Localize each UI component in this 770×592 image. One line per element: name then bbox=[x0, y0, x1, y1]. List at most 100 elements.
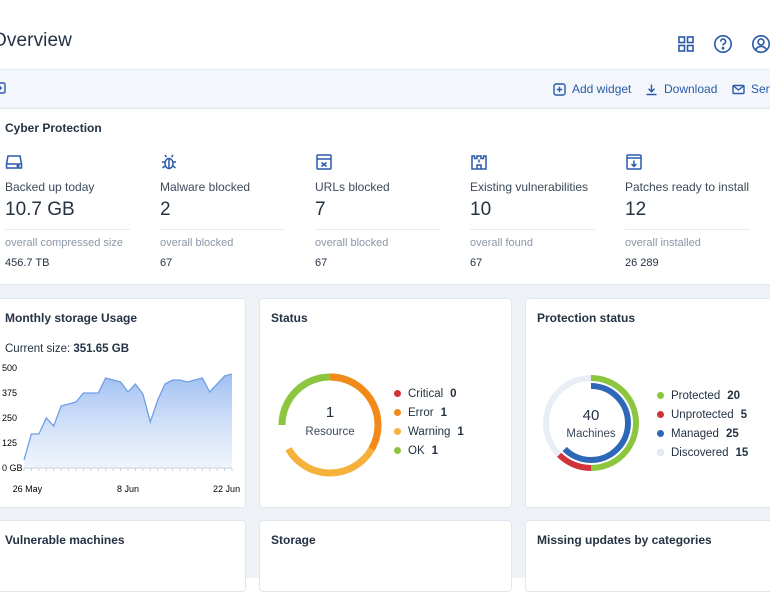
divider bbox=[470, 229, 595, 230]
legend-discovered: Discovered 15 bbox=[657, 443, 748, 462]
legend-value: 5 bbox=[740, 408, 748, 421]
legend-label: OK bbox=[408, 444, 425, 457]
send-label: Sen bbox=[751, 82, 770, 96]
missing-updates-title: Missing updates by categories bbox=[537, 533, 712, 547]
unprotected-dot bbox=[657, 411, 664, 418]
bug-icon bbox=[160, 153, 178, 171]
mail-icon bbox=[732, 84, 745, 94]
storage-area bbox=[24, 374, 232, 468]
page-title: Overview bbox=[0, 30, 72, 51]
urls-label: URLs blocked bbox=[315, 180, 390, 194]
protection-donut bbox=[543, 375, 639, 471]
add-widget-button[interactable]: Add widget bbox=[553, 80, 631, 98]
managed-dot bbox=[657, 430, 664, 437]
current-size-value: 351.65 GB bbox=[73, 343, 130, 355]
vulnerable-machines-title: Vulnerable machines bbox=[5, 533, 125, 547]
urls-value: 7 bbox=[315, 199, 326, 220]
backed-up-sub-label: overall compressed size bbox=[5, 237, 123, 249]
patches-sub-value: 26 289 bbox=[625, 257, 659, 269]
legend-label: Warning bbox=[408, 425, 451, 438]
help-icon[interactable] bbox=[713, 34, 733, 54]
storage-card bbox=[259, 520, 512, 592]
legend-critical: Critical 0 bbox=[394, 384, 464, 403]
malware-sub-label: overall blocked bbox=[160, 237, 234, 249]
account-icon[interactable] bbox=[751, 34, 770, 54]
legend-value: 20 bbox=[727, 389, 741, 402]
legend-value: 0 bbox=[450, 387, 457, 400]
protection-status-title: Protection status bbox=[537, 311, 636, 325]
add-icon bbox=[553, 82, 566, 96]
backed-up-label: Backed up today bbox=[5, 180, 95, 194]
protection-status-card bbox=[525, 298, 770, 508]
status-center-label: Resource bbox=[305, 426, 355, 438]
vulnerabilities-sub-value: 67 bbox=[470, 257, 483, 269]
legend-protected: Protected 20 bbox=[657, 386, 748, 405]
y-tick-label: 125 bbox=[2, 438, 17, 448]
storage-usage-title: Monthly storage Usage bbox=[5, 311, 138, 325]
send-button[interactable]: Sen bbox=[732, 80, 770, 98]
disk-icon bbox=[5, 153, 23, 171]
legend-error: Error 1 bbox=[394, 403, 464, 422]
y-tick-label: 375 bbox=[2, 388, 17, 398]
backed-up-sub-value: 456.7 TB bbox=[5, 257, 50, 269]
error-dot bbox=[394, 409, 401, 416]
browser-icon bbox=[315, 153, 333, 171]
x-tick-label: 26 May bbox=[13, 484, 43, 494]
unprotected-segment bbox=[543, 375, 639, 471]
legend-label: Critical bbox=[408, 387, 444, 400]
patches-label: Patches ready to install bbox=[625, 180, 750, 194]
legend-value: 1 bbox=[457, 425, 464, 438]
status-error-segment bbox=[278, 373, 382, 477]
cyber-protection-card bbox=[0, 108, 770, 285]
protected-dot bbox=[657, 392, 664, 399]
y-tick-label: 250 bbox=[2, 413, 17, 423]
vulnerabilities-label: Existing vulnerabilities bbox=[470, 180, 589, 194]
divider bbox=[315, 229, 440, 230]
x-tick-label: 8 Jun bbox=[117, 484, 139, 494]
download-icon bbox=[646, 84, 657, 95]
legend-label: Discovered bbox=[671, 446, 729, 459]
current-size-label: Current size: bbox=[5, 343, 74, 355]
warning-dot bbox=[394, 428, 401, 435]
backed-up-value: 10.7 GB bbox=[5, 199, 75, 220]
vulnerabilities-value: 10 bbox=[470, 199, 492, 220]
malware-sub-value: 67 bbox=[160, 257, 173, 269]
status-title: Status bbox=[271, 311, 308, 325]
vulnerabilities-sub-label: overall found bbox=[470, 237, 533, 249]
divider bbox=[5, 229, 130, 230]
malware-label: Malware blocked bbox=[160, 180, 251, 194]
legend-value: 1 bbox=[431, 444, 439, 457]
managed-segment bbox=[551, 383, 631, 463]
status-donut bbox=[278, 373, 382, 477]
legend-label: Error bbox=[408, 406, 434, 419]
malware-value: 2 bbox=[160, 199, 171, 220]
divider bbox=[625, 229, 750, 230]
legend-unprotected: Unprotected 5 bbox=[657, 405, 748, 424]
legend-value: 1 bbox=[440, 406, 447, 419]
protection-legend: Protected 20 Unprotected 5 Managed 25 Disco… bbox=[657, 386, 748, 462]
legend-ok: OK 1 bbox=[394, 441, 464, 460]
urls-sub-label: overall blocked bbox=[315, 237, 389, 249]
download-button[interactable]: Download bbox=[645, 80, 717, 98]
cyber-protection-title: Cyber Protection bbox=[5, 121, 102, 135]
legend-value: 25 bbox=[725, 427, 739, 440]
edit-icon[interactable] bbox=[0, 81, 6, 94]
legend-managed: Managed 25 bbox=[657, 424, 748, 443]
castle-icon bbox=[470, 153, 488, 171]
current-size: Current size: 351.65 GB bbox=[5, 343, 129, 355]
download-label: Download bbox=[664, 82, 718, 96]
missing-updates-card bbox=[525, 520, 770, 592]
divider bbox=[160, 229, 285, 230]
status-center-value: 1 bbox=[325, 404, 335, 421]
status-card bbox=[259, 298, 512, 508]
storage-chart: 500 375 250 125 0 GB 26 May 8 Jun 22 Jun bbox=[2, 363, 240, 494]
discovered-dot bbox=[657, 449, 664, 456]
grid-icon[interactable] bbox=[676, 34, 696, 54]
legend-label: Protected bbox=[671, 389, 721, 402]
patches-sub-label: overall installed bbox=[625, 237, 701, 249]
ok-dot bbox=[394, 447, 401, 454]
legend-value: 15 bbox=[735, 446, 749, 459]
critical-dot bbox=[394, 390, 401, 397]
storage-line bbox=[23, 373, 233, 461]
storage-title: Storage bbox=[271, 533, 316, 547]
